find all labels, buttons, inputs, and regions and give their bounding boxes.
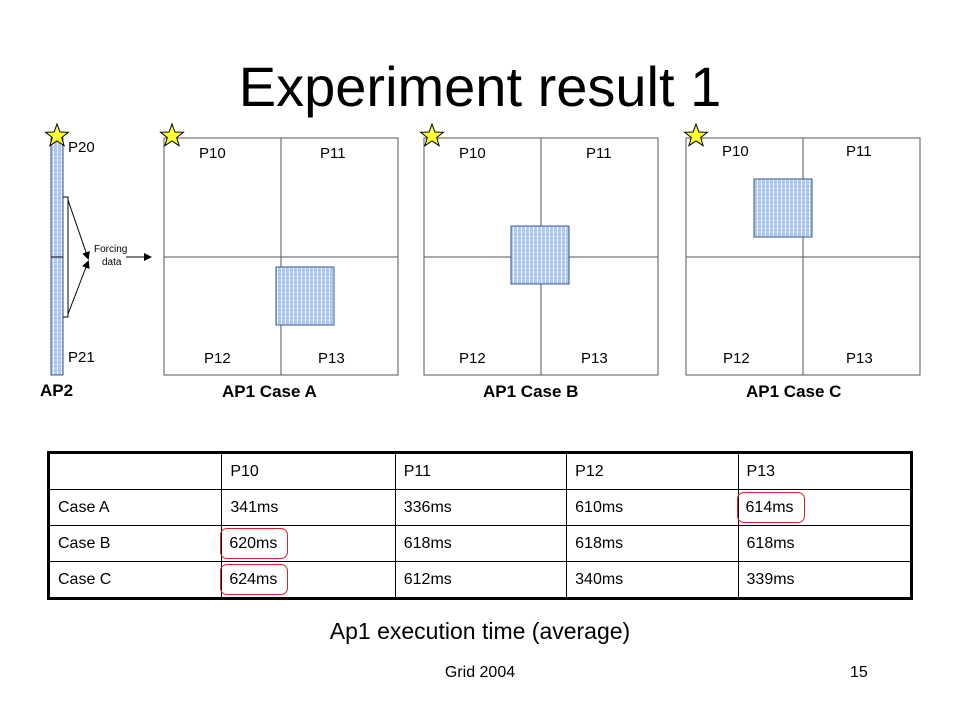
case-b-grid: P10 P11 P12 P13 AP1 Case B — [423, 137, 659, 401]
case-c-q2: P11 — [846, 143, 872, 160]
table-cell: 618ms — [737, 525, 913, 562]
table-row: Case B 620ms 618ms 618ms 618ms — [47, 525, 913, 562]
table-cell: 340ms — [566, 561, 739, 599]
case-a-grid: P10 P11 P12 P13 AP1 Case A — [163, 137, 399, 401]
ap2-label: AP2 — [40, 381, 73, 400]
case-c-q3: P12 — [723, 350, 750, 367]
table-cell: 341ms — [221, 489, 396, 526]
case-b-q1: P10 — [459, 145, 486, 162]
table-header-cell: P12 — [566, 452, 739, 490]
case-c-q1: P10 — [722, 143, 749, 160]
execution-time-table: P10 P11 P12 P13 Case A 341ms 336ms 610ms… — [47, 451, 913, 600]
forcing-data-brace — [63, 196, 69, 318]
highlight-marker: 620ms — [220, 527, 289, 559]
case-a-block — [275, 266, 335, 326]
row-label: Case B — [47, 525, 223, 562]
table-cell: 336ms — [394, 489, 568, 526]
ap2-top-label: P20 — [68, 139, 95, 156]
case-a-label: AP1 Case A — [222, 382, 317, 401]
table-row: Case C 624ms 612ms 340ms 339ms — [47, 561, 913, 599]
highlighted-cell: 614ms — [736, 489, 913, 526]
row-label: Case A — [47, 489, 223, 526]
case-a-q3: P12 — [204, 350, 231, 367]
table-row: Case A 341ms 336ms 610ms 614ms — [47, 489, 913, 526]
table-caption: Ap1 execution time (average) — [329, 618, 631, 644]
star-icon-case-a — [159, 122, 185, 147]
highlighted-cell: 620ms — [220, 525, 396, 562]
star-icon-case-c — [683, 122, 709, 147]
case-a-q2: P11 — [320, 145, 346, 162]
star-icon-ap2 — [44, 122, 70, 147]
table-header-cell — [47, 452, 223, 490]
table-cell: 339ms — [737, 561, 913, 599]
highlight-marker: 624ms — [220, 563, 289, 595]
grid-partition-diagram: P20 P21 AP2 Forcing data P10 P11 P12 P13… — [40, 122, 921, 401]
footer-text: Grid 2004 — [444, 664, 516, 681]
case-c-label: AP1 Case C — [746, 382, 841, 401]
highlighted-cell: 624ms — [220, 561, 396, 599]
star-icon-case-b — [419, 122, 445, 147]
case-b-q2: P11 — [586, 145, 612, 162]
table-cell: 612ms — [394, 561, 568, 599]
forcing-label-2: data — [102, 257, 122, 268]
case-a-q4: P13 — [318, 350, 345, 367]
case-c-q4: P13 — [846, 350, 873, 367]
highlight-marker: 614ms — [736, 491, 805, 523]
case-a-q1: P10 — [199, 145, 226, 162]
case-b-block — [510, 225, 570, 285]
table-cell: 618ms — [566, 525, 739, 562]
slide-title: Experiment result 1 — [238, 55, 722, 118]
forcing-arrow-upper — [67, 199, 90, 260]
table-header-cell: P13 — [737, 452, 913, 490]
case-c-grid: P10 P11 P12 P13 AP1 Case C — [685, 137, 921, 401]
table-header-cell: P10 — [221, 452, 396, 490]
page-number: 15 — [850, 664, 868, 681]
case-b-label: AP1 Case B — [483, 382, 578, 401]
case-c-block — [753, 178, 813, 238]
row-label: Case C — [47, 561, 223, 599]
ap2-bottom-label: P21 — [68, 349, 95, 366]
case-b-q4: P13 — [581, 350, 608, 367]
case-b-q3: P12 — [459, 350, 486, 367]
forcing-label-1: Forcing — [94, 244, 127, 255]
forcing-arrow-lower — [67, 260, 90, 315]
table-header-cell: P11 — [394, 452, 568, 490]
table-cell: 610ms — [566, 489, 739, 526]
table-cell: 618ms — [394, 525, 568, 562]
table-header-row: P10 P11 P12 P13 — [47, 452, 913, 490]
